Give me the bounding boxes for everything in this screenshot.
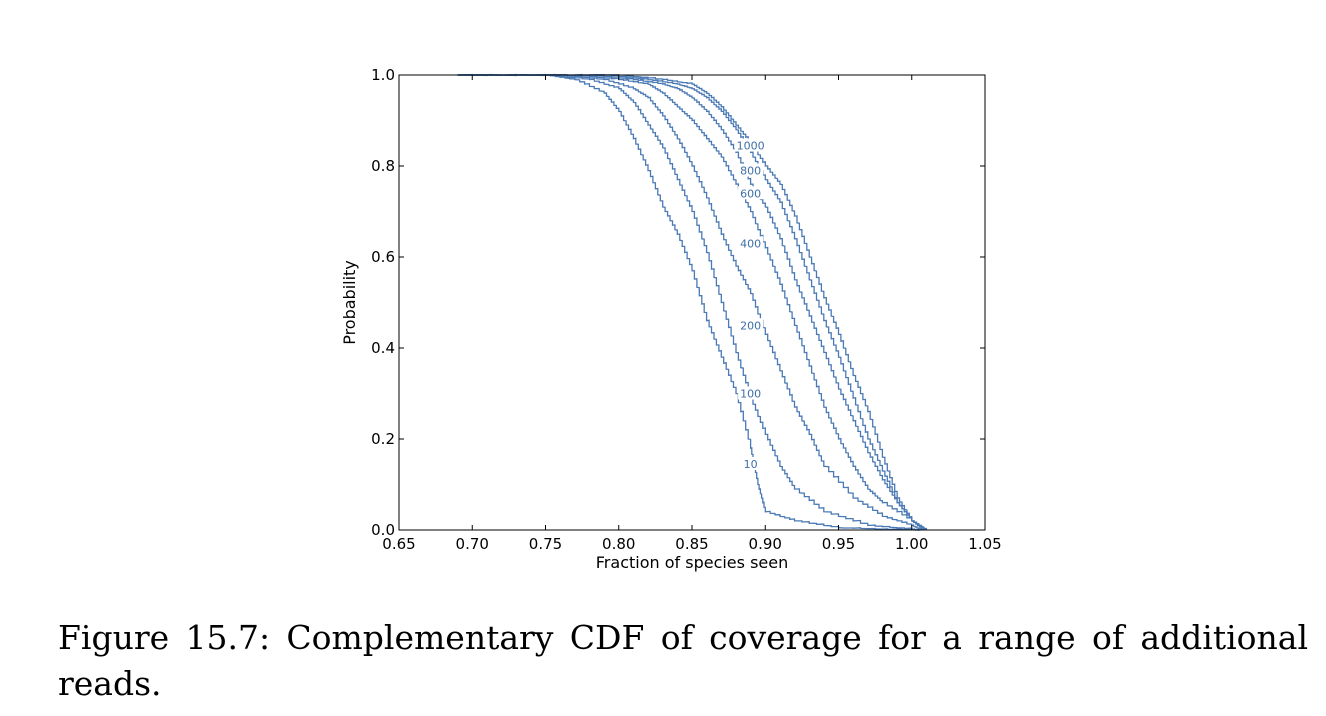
series-label-1000: 1000 <box>737 140 765 153</box>
x-tick-label: 0.95 <box>822 535 855 553</box>
y-tick-label: 0.2 <box>371 430 395 448</box>
y-tick-label: 0.6 <box>371 248 395 266</box>
y-tick-label: 0.4 <box>371 339 395 357</box>
x-axis-label: Fraction of species seen <box>596 553 788 572</box>
x-tick-label: 0.70 <box>456 535 489 553</box>
y-tick-label: 1.0 <box>371 66 395 84</box>
series-line-200 <box>457 73 923 530</box>
y-tick-label: 0.0 <box>371 521 395 539</box>
plot-frame <box>398 74 986 531</box>
series-label-bg <box>734 138 767 152</box>
axis-ticks: 0.65 0.70 0.75 0.80 0.85 0.90 0.95 1.00 1.05 0.0 0… <box>371 66 1002 553</box>
series-label-600: 600 <box>740 187 761 200</box>
series-lines <box>457 73 928 532</box>
y-tick-label: 0.8 <box>371 157 395 175</box>
series-labels: 10 100 200 400 600 800 1000 <box>734 138 767 471</box>
series-label-bg <box>738 386 764 400</box>
series-label-bg <box>738 163 764 177</box>
series-line-600 <box>457 73 926 530</box>
x-tick-label: 0.65 <box>382 535 415 553</box>
series-line-1000 <box>457 73 928 530</box>
series-line-800 <box>457 73 926 530</box>
series-label-100: 100 <box>740 388 761 401</box>
x-tick-label: 0.75 <box>529 535 562 553</box>
y-axis-label: Probability <box>340 260 359 345</box>
series-label-400: 400 <box>740 237 761 250</box>
x-tick-label: 1.05 <box>968 535 1001 553</box>
x-tick-label: 0.85 <box>675 535 708 553</box>
series-label-200: 200 <box>740 319 761 332</box>
x-tick-label: 1.00 <box>895 535 928 553</box>
series-label-10: 10 <box>744 458 758 471</box>
series-label-bg <box>738 318 764 332</box>
series-label-bg <box>738 236 764 250</box>
series-line-100 <box>457 73 920 531</box>
x-tick-label: 0.90 <box>749 535 782 553</box>
x-tick-label: 0.80 <box>602 535 635 553</box>
series-label-bg <box>738 186 764 200</box>
series-label-800: 800 <box>740 165 761 178</box>
series-line-400 <box>457 73 925 530</box>
series-line-10 <box>457 73 920 532</box>
series-label-bg <box>741 457 760 471</box>
figure-caption: Figure 15.7: Complementary CDF of covera… <box>58 618 1308 703</box>
